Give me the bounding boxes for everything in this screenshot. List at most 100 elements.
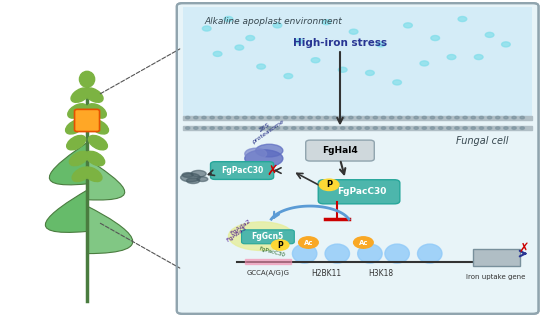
Circle shape xyxy=(447,55,456,60)
PathPatch shape xyxy=(87,206,133,254)
Text: GCCA(A/G)G: GCCA(A/G)G xyxy=(246,269,290,276)
Ellipse shape xyxy=(90,120,108,134)
Ellipse shape xyxy=(88,104,106,118)
Circle shape xyxy=(381,127,386,129)
Circle shape xyxy=(381,116,386,119)
Circle shape xyxy=(213,51,222,56)
Text: Fungal cell: Fungal cell xyxy=(456,136,509,146)
Circle shape xyxy=(471,116,475,119)
Circle shape xyxy=(283,116,288,119)
Circle shape xyxy=(354,237,373,248)
Circle shape xyxy=(283,127,288,129)
Circle shape xyxy=(430,116,435,119)
PathPatch shape xyxy=(50,143,87,185)
Circle shape xyxy=(520,127,524,129)
Circle shape xyxy=(474,55,483,60)
Circle shape xyxy=(414,116,418,119)
Circle shape xyxy=(447,116,451,119)
Circle shape xyxy=(373,116,378,119)
Circle shape xyxy=(398,116,402,119)
Ellipse shape xyxy=(68,104,86,118)
Text: Alkaline apoplast environment: Alkaline apoplast environment xyxy=(204,17,342,26)
Circle shape xyxy=(341,116,345,119)
Text: FgAda3: FgAda3 xyxy=(226,226,248,243)
Circle shape xyxy=(259,116,263,119)
Circle shape xyxy=(243,127,247,129)
Ellipse shape xyxy=(245,148,267,159)
Text: FgGcn5: FgGcn5 xyxy=(251,232,284,241)
Bar xyxy=(245,259,291,264)
Circle shape xyxy=(259,127,263,129)
Circle shape xyxy=(202,127,206,129)
Circle shape xyxy=(210,127,214,129)
Ellipse shape xyxy=(72,167,91,182)
Circle shape xyxy=(504,127,508,129)
Circle shape xyxy=(235,45,244,50)
FancyBboxPatch shape xyxy=(306,140,374,161)
Circle shape xyxy=(357,127,361,129)
Circle shape xyxy=(194,127,198,129)
Circle shape xyxy=(455,116,459,119)
Ellipse shape xyxy=(84,88,103,102)
Ellipse shape xyxy=(325,244,349,263)
Text: H3K18: H3K18 xyxy=(368,269,393,278)
Ellipse shape xyxy=(182,172,193,178)
Ellipse shape xyxy=(358,244,382,263)
Circle shape xyxy=(376,42,385,47)
Circle shape xyxy=(332,116,337,119)
Circle shape xyxy=(202,116,206,119)
Bar xyxy=(183,126,532,130)
Ellipse shape xyxy=(181,173,200,182)
Circle shape xyxy=(463,116,467,119)
Text: ✗: ✗ xyxy=(266,164,278,178)
Circle shape xyxy=(224,16,233,22)
Circle shape xyxy=(284,74,293,79)
Circle shape xyxy=(520,116,524,119)
Text: Ac: Ac xyxy=(358,240,368,245)
Circle shape xyxy=(300,127,304,129)
Circle shape xyxy=(430,127,435,129)
Circle shape xyxy=(308,127,312,129)
Ellipse shape xyxy=(79,71,95,87)
Bar xyxy=(473,249,520,266)
Circle shape xyxy=(273,23,282,28)
Circle shape xyxy=(271,240,289,250)
Ellipse shape xyxy=(418,244,442,263)
Circle shape xyxy=(349,116,353,119)
Ellipse shape xyxy=(256,144,283,157)
Circle shape xyxy=(479,127,484,129)
Circle shape xyxy=(210,116,214,119)
Circle shape xyxy=(512,116,516,119)
Circle shape xyxy=(202,26,211,31)
Circle shape xyxy=(438,127,443,129)
Circle shape xyxy=(257,64,265,69)
Text: FgPacC30: FgPacC30 xyxy=(221,166,263,175)
Circle shape xyxy=(243,116,247,119)
Text: P: P xyxy=(277,241,283,249)
Circle shape xyxy=(349,127,353,129)
Circle shape xyxy=(447,127,451,129)
Circle shape xyxy=(332,127,337,129)
Circle shape xyxy=(341,127,345,129)
PathPatch shape xyxy=(45,190,87,232)
Circle shape xyxy=(194,116,198,119)
FancyBboxPatch shape xyxy=(318,180,400,204)
Circle shape xyxy=(292,116,296,119)
Circle shape xyxy=(365,127,369,129)
Text: Ac: Ac xyxy=(304,240,313,245)
Ellipse shape xyxy=(83,167,102,182)
Text: FgPacC30: FgPacC30 xyxy=(337,187,386,196)
Ellipse shape xyxy=(86,151,104,166)
Circle shape xyxy=(390,116,394,119)
Circle shape xyxy=(357,116,361,119)
FancyBboxPatch shape xyxy=(75,109,100,132)
Circle shape xyxy=(324,116,329,119)
Circle shape xyxy=(251,116,255,119)
Circle shape xyxy=(422,116,426,119)
Circle shape xyxy=(246,36,255,41)
Text: Iron uptake gene: Iron uptake gene xyxy=(466,274,526,280)
Ellipse shape xyxy=(89,135,107,150)
Circle shape xyxy=(455,127,459,129)
Circle shape xyxy=(316,127,320,129)
Circle shape xyxy=(422,127,426,129)
